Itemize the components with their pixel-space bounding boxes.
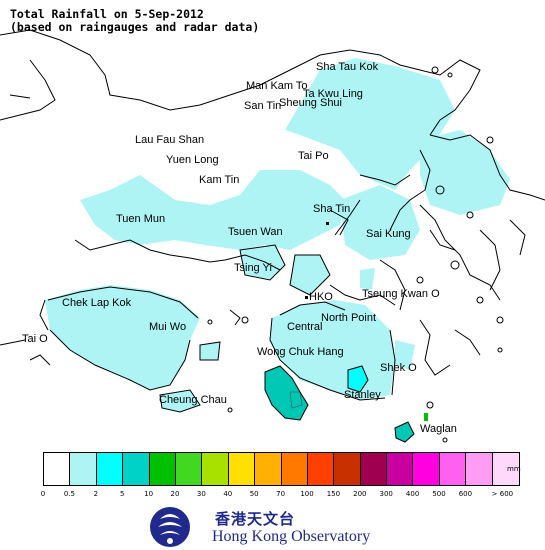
legend-tick-label: 300 [379,490,393,498]
hko-logo [150,507,190,547]
legend-swatch [255,453,282,485]
label-waglan: Waglan [420,423,457,435]
legend-tick-label: 0 [40,490,46,498]
legend-tick-label: 150 [326,490,341,498]
label-shek-o: Shek O [380,362,417,374]
logo-chinese-name: 香港天文台 [215,510,296,528]
islands [207,66,504,443]
legend-tick-label: > 600 [491,490,514,498]
label-ta-kwu-ling: Ta Kwu Ling [303,88,363,100]
rainfall-map: Sha Tau Kok Man Kam To Ta Kwu Ling San T… [0,29,545,443]
legend-swatch [413,453,440,485]
label-sai-kung: Sai Kung [366,228,411,240]
legend-tick-label: 10 [144,490,154,498]
legend-tick-label: 30 [196,490,206,498]
legend-swatch [228,453,256,485]
legend-tick-label: 2 [93,490,99,498]
legend-tick-label: 200 [353,490,367,498]
title-line-2: (based on raingauges and radar data) [10,20,260,34]
label-sheung-shui: Sheung Shui [279,97,342,109]
label-cheung-chau: Cheung Chau [159,394,227,406]
place-labels: Sha Tau Kok Man Kam To Ta Kwu Ling San T… [22,61,457,435]
legend-swatch [492,453,520,485]
label-tai-po: Tai Po [298,150,329,162]
label-central: Central [287,321,322,333]
legend-tick-label: 0.5 [63,490,75,498]
rainfall-area-green [424,413,428,421]
logo-english-name: Hong Kong Observatory [212,528,371,545]
label-yuen-long: Yuen Long [166,154,219,166]
legend-unit: mm [507,465,521,473]
legend-tick-label: 70 [276,490,286,498]
hko-emblem-icon [150,507,190,547]
label-tai-o: Tai O [22,333,48,345]
legend-tick-label: 600 [458,490,473,498]
legend-swatch [96,453,124,485]
label-kam-tin: Kam Tin [199,174,239,186]
label-hko: HKO [309,291,333,303]
legend-tick-label: 400 [405,490,420,498]
legend-swatch [149,453,176,485]
legend-tick-label: 50 [249,490,259,498]
label-chek-lap-kok: Chek Lap Kok [62,297,132,309]
label-stanley: Stanley [344,389,381,401]
legend-tick-label: 5 [119,490,125,498]
legend-swatch [44,453,71,485]
legend-swatch [175,453,203,485]
label-sha-tau-kok: Sha Tau Kok [316,61,379,73]
legend-tick-label: 20 [170,490,180,498]
label-wong-chuk-hang: Wong Chuk Hang [257,346,344,358]
legend-swatch [334,453,361,485]
legend-swatch [202,453,229,485]
legend-swatch [281,453,308,485]
station-markers [305,222,329,299]
legend-tick-label: 100 [300,490,314,498]
legend-swatch [307,453,335,485]
legend-tick-label: 500 [432,490,446,498]
legend-swatch [466,453,493,485]
label-mui-wo: Mui Wo [149,321,186,333]
legend-tick-label: 40 [223,490,233,498]
label-san-tin: San Tin [244,100,281,112]
label-tseung-kwan-o: Tseung Kwan O [362,288,440,300]
legend-swatch [123,453,150,485]
label-tsing-yi: Tsing Yi [234,262,272,274]
rainfall-legend [43,452,521,486]
label-lau-fau-shan: Lau Fau Shan [135,134,204,146]
rainfall-area-light [45,58,510,412]
map-title: Total Rainfall on 5-Sep-2012 (based on r… [10,8,259,34]
legend-swatch [70,453,97,485]
legend-ticks: 0 0.5 2 5 10 20 30 40 50 70 100 150 200 300 400 500 600 >… [0,490,545,502]
legend-swatch [439,453,467,485]
coastline [0,29,545,443]
label-tsuen-wan: Tsuen Wan [228,226,283,238]
label-man-kam-to: Man Kam To [246,80,308,92]
label-north-point: North Point [321,312,376,324]
legend-swatch [387,453,414,485]
title-line-1: Total Rainfall on 5-Sep-2012 [10,7,204,21]
legend-swatch [360,453,388,485]
label-tuen-mun: Tuen Mun [116,213,165,225]
label-sha-tin: Sha Tin [313,203,350,215]
